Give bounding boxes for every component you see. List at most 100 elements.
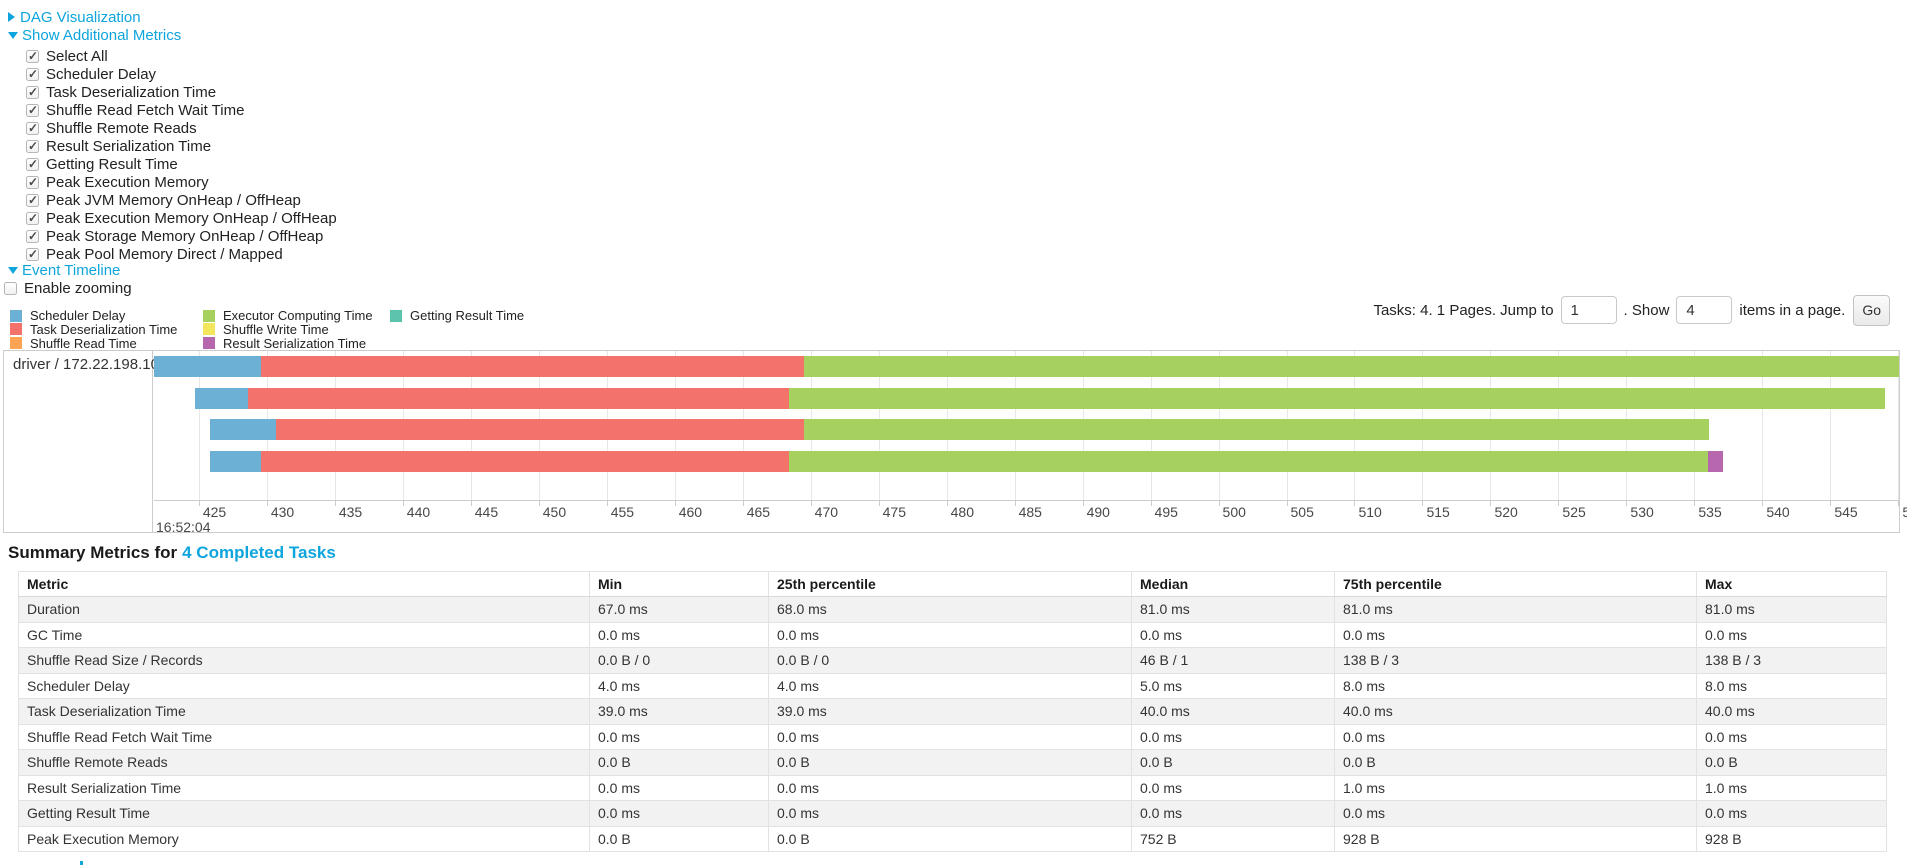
summary-metrics-table-wrap: Metric Min 25th percentile Median 75th perce… <box>18 571 1887 852</box>
metric-checkbox[interactable] <box>26 121 39 135</box>
metric-value-cell: 39.0 ms <box>768 698 1132 725</box>
axis-tick-label: 520 <box>1494 504 1518 520</box>
metric-value-cell: 0.0 ms <box>1131 800 1335 827</box>
metric-checkbox-item: Peak Pool Memory Direct / Mapped <box>26 245 283 263</box>
metric-checkbox[interactable] <box>26 211 39 225</box>
timeline-bar-segment-deserialization_time[interactable] <box>261 450 789 472</box>
metric-value-cell: 138 B / 3 <box>1696 647 1887 674</box>
table-header-cell: 75th percentile <box>1334 571 1697 597</box>
enable-zooming-checkbox[interactable] <box>4 281 17 295</box>
legend-swatch-result_serialization_time <box>203 337 215 350</box>
timeline-bar-segment-result_serialization_time[interactable] <box>1707 450 1723 472</box>
axis-tick-label: 465 <box>746 504 771 520</box>
table-row: Task Deserialization Time 39.0 ms 39.0 ms 4… <box>18 698 1887 725</box>
legend-item: Scheduler Delay <box>10 308 125 323</box>
axis-tick-label: 480 <box>950 504 974 520</box>
timeline-bar-segment-scheduler_delay[interactable] <box>154 356 262 377</box>
enable-zooming-option: Enable zooming <box>4 279 132 297</box>
metric-checkbox-item: Peak Execution Memory <box>26 173 209 191</box>
metric-checkbox[interactable] <box>26 85 39 99</box>
axis-tick <box>1490 501 1492 506</box>
metric-value-cell: 81.0 ms <box>1696 596 1887 623</box>
metric-checkbox-item: Peak Execution Memory OnHeap / OffHeap <box>26 209 337 227</box>
metric-checkbox[interactable] <box>26 49 39 63</box>
axis-tick <box>1762 501 1764 506</box>
timeline-bar-segment-executor_computing_time[interactable] <box>803 419 1710 440</box>
table-row: Scheduler Delay 4.0 ms 4.0 ms 5.0 ms 8.0 ms 8… <box>18 672 1887 699</box>
pagination-mid-text: . Show <box>1623 301 1670 319</box>
timeline-bar-segment-deserialization_time[interactable] <box>276 419 804 440</box>
table-header-cell: Min <box>589 571 769 597</box>
table-row: Shuffle Read Fetch Wait Time 0.0 ms 0.0 ms… <box>18 723 1887 750</box>
legend-label: Result Serialization Time <box>223 335 367 351</box>
table-header-cell: Metric <box>18 571 590 597</box>
items-per-page-input[interactable] <box>1676 296 1733 324</box>
metric-name-cell: Peak Execution Memory <box>18 825 590 852</box>
metric-checkbox[interactable] <box>26 157 39 171</box>
metric-checkbox-item: Scheduler Delay <box>26 65 156 83</box>
metric-checkbox-item: Task Deserialization Time <box>26 83 216 101</box>
timeline-bar-segment-scheduler_delay[interactable] <box>194 387 248 409</box>
metric-checkbox-item: Result Serialization Time <box>26 137 211 155</box>
axis-tick-label: 475 <box>882 504 906 520</box>
metric-value-cell: 0.0 ms <box>1131 774 1335 801</box>
metric-value-cell: 40.0 ms <box>1696 698 1887 725</box>
timeline-bar-segment-deserialization_time[interactable] <box>261 356 804 377</box>
metric-checkbox[interactable] <box>26 139 39 153</box>
metric-value-cell: 0.0 ms <box>768 774 1132 801</box>
executor-label: driver / 172.22.198.104 <box>13 356 168 373</box>
metric-checkbox[interactable] <box>26 193 39 207</box>
metric-value-cell: 0.0 ms <box>768 723 1132 750</box>
metric-value-cell: 0.0 B <box>589 749 769 776</box>
axis-tick <box>946 501 948 506</box>
metric-checkbox[interactable] <box>26 247 39 261</box>
axis-tick-label: 495 <box>1154 504 1178 520</box>
metric-checkbox[interactable] <box>26 175 39 189</box>
metric-value-cell: 46 B / 1 <box>1131 647 1335 674</box>
table-row: Peak Execution Memory 0.0 B 0.0 B 752 B 928 … <box>18 825 1887 852</box>
dag-visualization-link[interactable]: DAG Visualization <box>8 9 141 27</box>
metric-value-cell: 81.0 ms <box>1131 596 1335 623</box>
metric-value-cell: 0.0 ms <box>589 774 769 801</box>
metric-value-cell: 5.0 ms <box>1131 672 1335 699</box>
metric-value-cell: 928 B <box>1334 825 1697 852</box>
completed-tasks-link[interactable]: 4 Completed Tasks <box>182 543 336 562</box>
metric-value-cell: 8.0 ms <box>1334 672 1697 699</box>
timeline-bar-segment-executor_computing_time[interactable] <box>803 356 1899 377</box>
metric-checkbox[interactable] <box>26 229 39 243</box>
timeline-bar-segment-executor_computing_time[interactable] <box>788 387 1885 409</box>
table-row: Shuffle Read Size / Records 0.0 B / 0 0.0 … <box>18 647 1887 674</box>
legend-item: Task Deserialization Time <box>10 322 177 337</box>
show-additional-metrics-link[interactable]: Show Additional Metrics <box>8 27 181 45</box>
summary-heading-text: Summary Metrics for <box>8 543 178 562</box>
metric-checkbox-label: Peak Execution Memory OnHeap / OffHeap <box>46 209 337 227</box>
axis-tick-label: 425 <box>202 504 227 520</box>
axis-tick <box>402 501 404 506</box>
metric-checkbox-label: Peak Execution Memory <box>46 173 209 191</box>
table-row: Result Serialization Time 0.0 ms 0.0 ms 0.0… <box>18 774 1887 801</box>
event-timeline-link[interactable]: Event Timeline <box>8 262 120 280</box>
metric-value-cell: 0.0 B / 0 <box>589 647 769 674</box>
legend-swatch-executor_computing_time <box>203 309 215 322</box>
axis-tick-label: 550 <box>1902 504 1907 520</box>
metric-value-cell: 0.0 ms <box>1696 621 1887 648</box>
timeline-bar-segment-scheduler_delay[interactable] <box>209 450 262 472</box>
metric-value-cell: 68.0 ms <box>768 596 1132 623</box>
timeline-bar-segment-deserialization_time[interactable] <box>247 387 789 409</box>
legend-item: Shuffle Read Time <box>10 336 137 351</box>
legend-item: Getting Result Time <box>390 308 524 323</box>
axis-tick-label: 545 <box>1834 504 1858 520</box>
metric-checkbox[interactable] <box>26 67 39 81</box>
axis-tick-label: 530 <box>1630 504 1654 520</box>
metric-name-cell: Duration <box>18 596 590 623</box>
metric-value-cell: 0.0 ms <box>589 621 769 648</box>
metric-checkbox[interactable] <box>26 103 39 117</box>
jump-to-page-input[interactable] <box>1560 296 1617 324</box>
timeline-bar-segment-scheduler_delay[interactable] <box>209 419 277 440</box>
axis-tick-label: 490 <box>1086 504 1110 520</box>
timeline-bar-segment-executor_computing_time[interactable] <box>788 450 1708 472</box>
timeline-axis: 16:52:04 425 430 435 440 445 450 455 460 465 470 4… <box>154 500 1907 535</box>
go-button[interactable]: Go <box>1853 294 1890 326</box>
legend-swatch-shuffle_write_time <box>203 323 215 336</box>
